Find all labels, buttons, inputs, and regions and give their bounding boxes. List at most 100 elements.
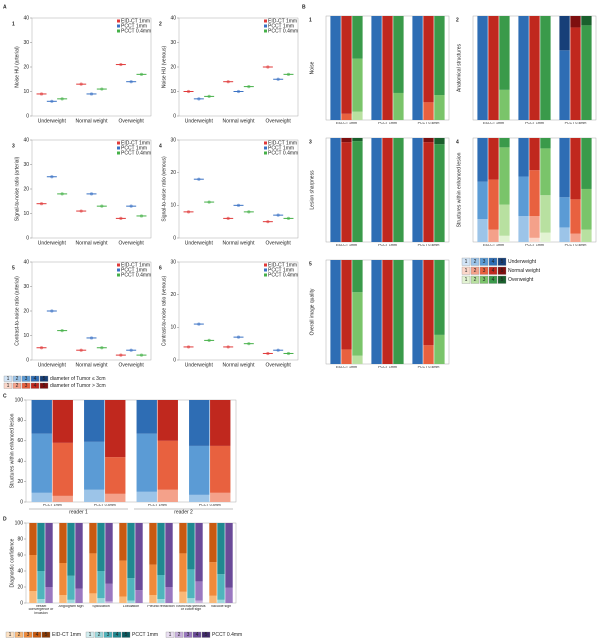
x-tick-label-box: Lobulation — [123, 605, 140, 608]
x-tick-label: PCCT 0.4mm — [564, 243, 587, 247]
bar-segment — [119, 523, 127, 561]
legend-swatch — [479, 257, 489, 266]
legend-score: 4 — [116, 632, 119, 638]
median-point — [139, 72, 144, 76]
median-point — [60, 329, 64, 333]
legend-label: PCCT 0.4mm — [121, 28, 151, 34]
legend-label: Underweight — [508, 259, 537, 265]
median-point — [100, 87, 104, 91]
median-point — [247, 342, 251, 346]
bar-segment — [179, 553, 187, 592]
x-tick-label: Spiculation — [92, 604, 110, 608]
bar-segment — [217, 523, 225, 575]
median-point — [236, 203, 241, 207]
legend-swatch — [264, 24, 267, 28]
legend-score: 4 — [492, 259, 495, 265]
panel-label: 5 — [12, 265, 15, 271]
bar-segment — [29, 523, 37, 555]
x-tick-label-box: PCCT 0.4mm — [565, 122, 587, 125]
bar-segment — [434, 95, 445, 120]
bar-segment — [352, 138, 363, 142]
panel-label: 1 — [309, 17, 312, 23]
bar-segment — [52, 442, 73, 496]
y-tick-label: 80 — [17, 418, 23, 424]
x-tick-label: EID-CT 1mm — [483, 121, 504, 125]
bar-segment — [529, 237, 540, 242]
median-point — [247, 85, 251, 89]
x-tick-label: EID-CT 1mm — [336, 365, 357, 369]
y-axis-label: Anatomical structures — [456, 43, 462, 92]
bar-segment — [189, 445, 210, 495]
legend-score: 5 — [501, 277, 504, 283]
x-tick-label: Overweight — [266, 240, 292, 246]
legend-score: 4 — [492, 277, 495, 283]
median-point — [79, 348, 83, 352]
bar-segment — [581, 25, 592, 120]
bar-segment — [187, 523, 195, 570]
bar-segment — [423, 16, 434, 103]
legend-score: 2 — [474, 259, 477, 265]
bar-segment — [149, 523, 157, 565]
x-tick-label: PCCT 1mm — [378, 365, 397, 369]
bar-segment — [423, 260, 434, 346]
bar-segment — [352, 355, 363, 364]
legend-label: PCCT 1mm — [268, 23, 294, 29]
legend-swatch — [488, 257, 498, 266]
panel-letter: C — [3, 393, 7, 399]
bar-segment — [195, 523, 203, 582]
bar-segment — [559, 50, 570, 120]
bar-segment — [540, 138, 551, 149]
median-point — [89, 336, 94, 340]
median-point — [247, 210, 251, 214]
legend-score: 2 — [474, 277, 477, 283]
legend-swatch — [497, 266, 507, 275]
median-point — [226, 216, 230, 220]
bar-segment — [518, 138, 529, 177]
x-tick-label-box: Vessel convergence or invasion — [29, 605, 54, 615]
legend-label: EID-CT 1mm — [268, 262, 297, 268]
bar-segment — [209, 562, 217, 596]
legend-swatch — [264, 268, 267, 272]
legend-score: 1 — [89, 632, 92, 638]
bar-segment — [382, 260, 393, 364]
legend-swatch — [264, 273, 267, 277]
legend-score: 3 — [27, 632, 30, 638]
legend-score: 4 — [34, 376, 37, 382]
bar-segment — [45, 587, 53, 603]
y-tick-label: 40 — [23, 137, 29, 143]
bar-segment — [412, 138, 423, 242]
x-tick-label-box: PCCT 1mm — [378, 244, 397, 247]
bar-segment — [488, 16, 499, 120]
x-tick-label-box: PCCT 1mm — [525, 122, 544, 125]
legend-swatch — [12, 375, 22, 382]
x-tick-label: Angiogram sign — [58, 604, 84, 608]
panel-label: 3 — [309, 139, 312, 145]
legend-label: PCCT 0.4mm — [121, 272, 151, 278]
y-axis-label: Noise — [309, 61, 315, 74]
panel-label: 3 — [12, 143, 15, 149]
y-tick-label: 40 — [17, 568, 23, 574]
bar-segment — [37, 523, 45, 571]
bar-segment — [67, 599, 75, 603]
median-point — [50, 99, 54, 103]
median-point — [139, 353, 144, 357]
bar-segment — [341, 113, 352, 120]
y-tick-label: 0 — [26, 235, 29, 241]
legend-swatch — [5, 631, 15, 638]
x-tick-label-box: PCCT 0.4mm — [199, 504, 221, 507]
median-point — [50, 175, 54, 179]
legend-label: EID-CT 1mm — [121, 18, 150, 24]
y-tick-label: 20 — [17, 584, 23, 590]
y-tick-label: 40 — [170, 15, 176, 21]
bar-segment — [352, 292, 363, 356]
bar-segment — [488, 179, 499, 230]
bar-segment — [179, 591, 187, 603]
legend-score: 5 — [501, 268, 504, 274]
median-point — [139, 214, 144, 218]
bar-segment — [341, 349, 352, 364]
bar-segment — [31, 492, 52, 502]
legend-score: 3 — [187, 632, 190, 638]
bar-segment — [149, 595, 157, 603]
x-tick-label: Overweight — [119, 118, 145, 124]
median-point — [207, 200, 211, 204]
